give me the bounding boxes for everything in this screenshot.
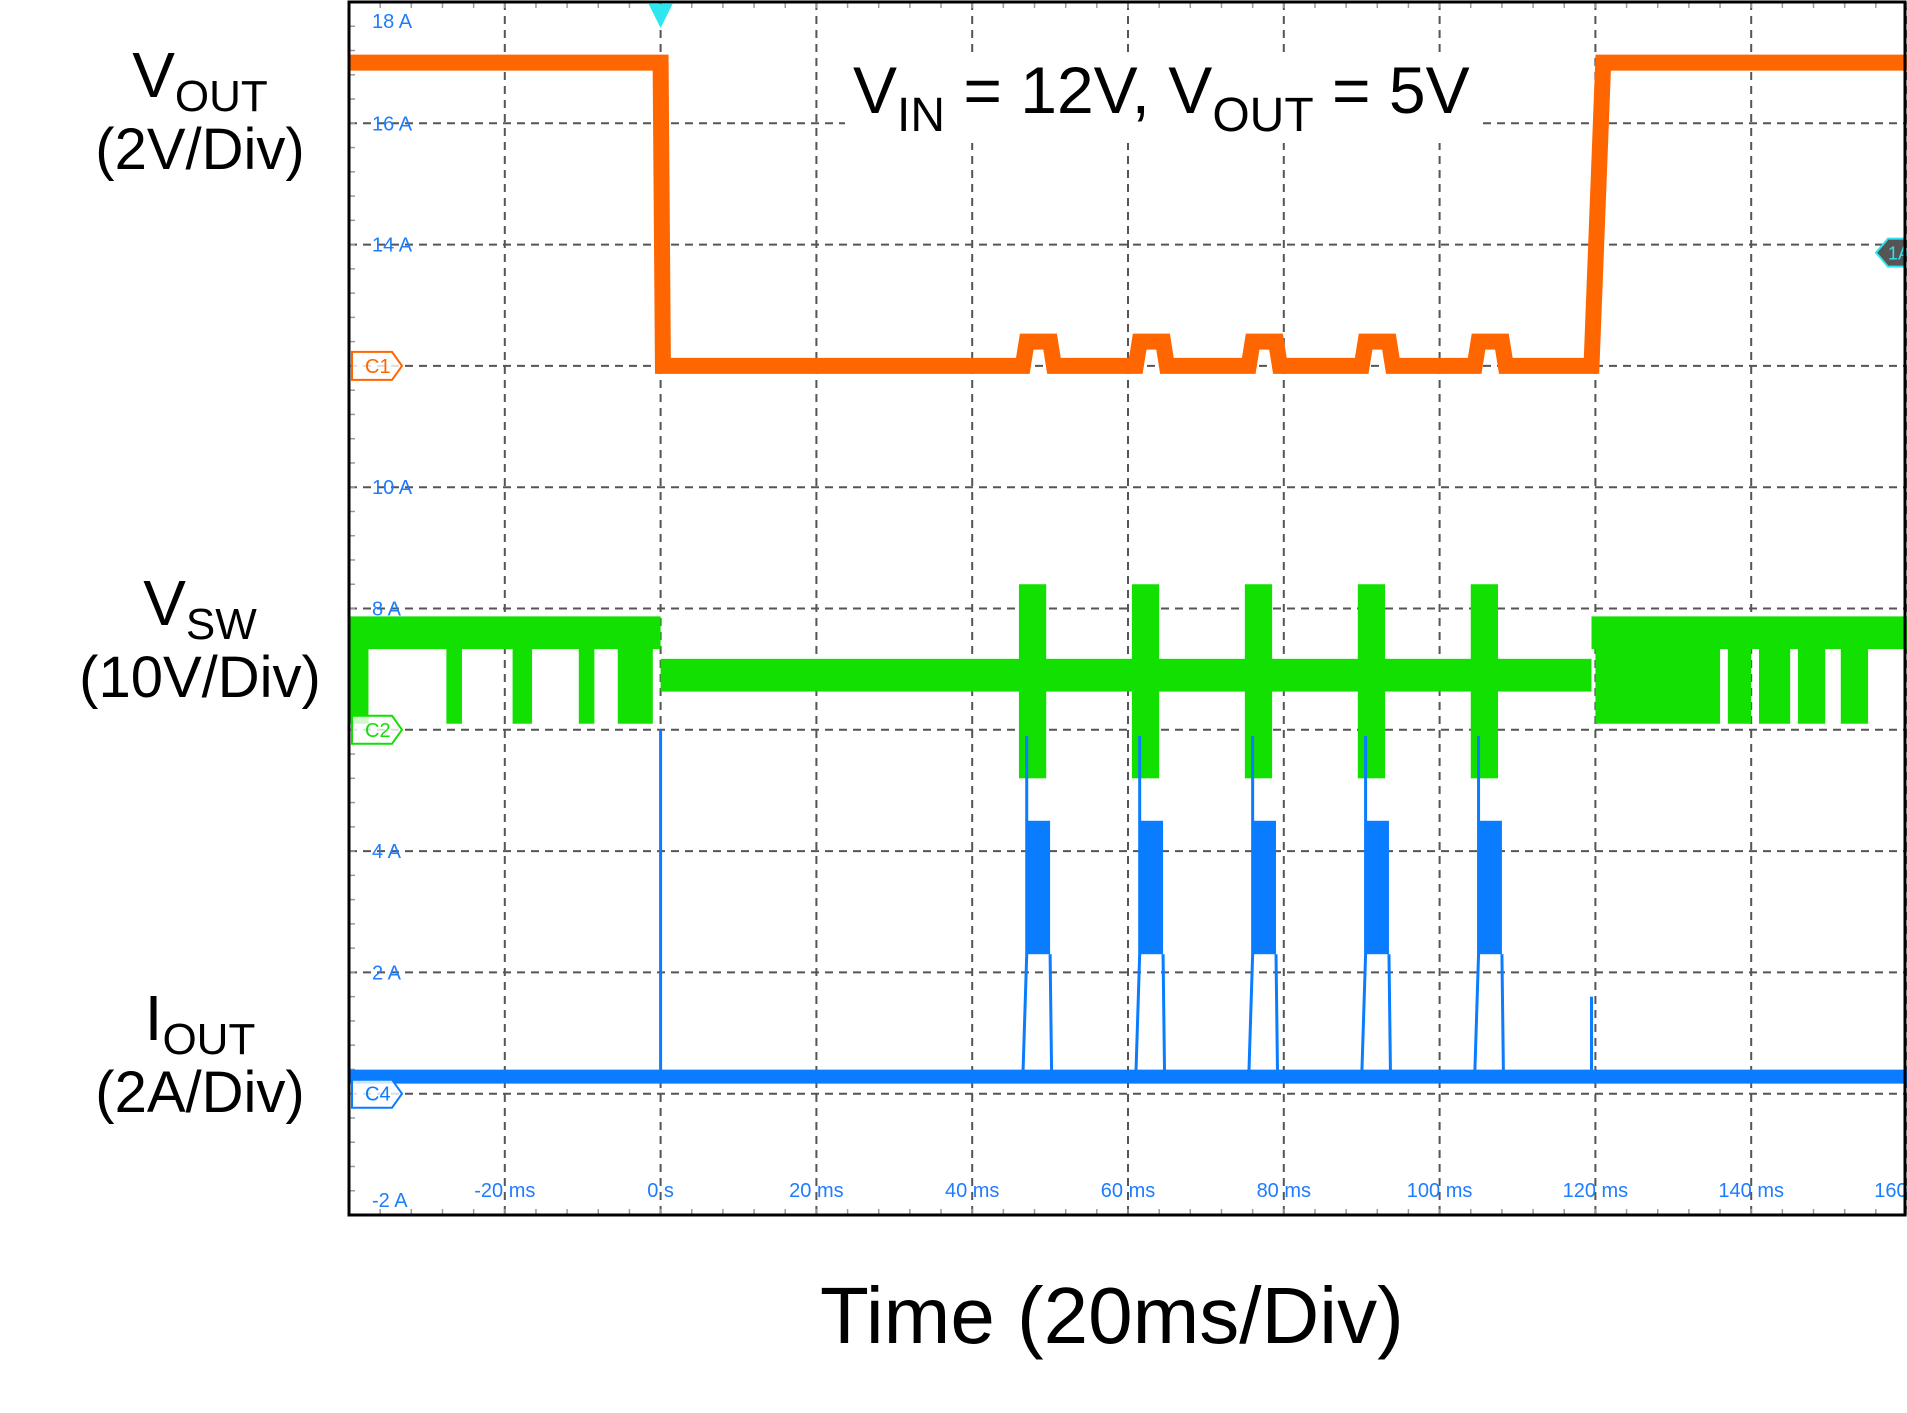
markers: C1 C2 C4 1A xyxy=(351,4,1907,1109)
vsw-burst xyxy=(1357,584,1386,779)
iout-rise xyxy=(1473,735,1481,1078)
y-tick-label: 10 A xyxy=(372,477,413,499)
y-tick-label: -2 A xyxy=(372,1190,408,1212)
vsw-burst xyxy=(512,638,533,724)
vsw-label-sub: SW xyxy=(185,600,257,649)
iout-rise xyxy=(1021,735,1029,1078)
x-tick-label: 140 ms xyxy=(1718,1180,1784,1202)
vsw-band xyxy=(349,616,661,650)
chart-title: VIN = 12V, VOUT = 5V xyxy=(845,52,1478,143)
title-v1-sub: IN xyxy=(897,89,946,142)
iout-burst xyxy=(1026,820,1051,955)
vsw-burst xyxy=(446,638,462,724)
c1-marker xyxy=(351,350,404,381)
vsw-burst xyxy=(1470,584,1499,779)
x-tick-label: 20 ms xyxy=(789,1180,843,1202)
c4-marker-label: C4 xyxy=(365,1084,391,1106)
x-tick-label: -20 ms xyxy=(474,1180,535,1202)
iout-fall xyxy=(1048,954,1054,1078)
vsw-burst xyxy=(1595,638,1611,724)
tick-labels: -20 ms 0 s 20 ms 40 ms 60 ms 80 ms 100 ms 120 m… xyxy=(372,11,1907,1212)
grid xyxy=(348,1,1907,1216)
title-end: = 5V xyxy=(1313,53,1470,127)
iout-rise xyxy=(1134,735,1142,1078)
vsw-burst xyxy=(1131,584,1160,779)
vsw-burst xyxy=(617,638,653,724)
iout-rise xyxy=(1360,735,1368,1078)
iout-rise xyxy=(1247,735,1255,1078)
vout-label-sub: OUT xyxy=(174,72,268,121)
y-tick-label: 8 A xyxy=(372,599,402,621)
vsw-burst xyxy=(1797,638,1826,724)
iout-fall xyxy=(1500,954,1505,1078)
iout-burst xyxy=(1365,820,1389,955)
vout-label-main: V xyxy=(132,39,175,111)
c1-marker-label: C1 xyxy=(365,356,391,378)
vsw-channel-label: VSW (10V/Div) xyxy=(30,567,370,711)
y-tick-label: 14 A xyxy=(372,235,413,257)
x-tick-label: 40 ms xyxy=(945,1180,999,1202)
x-tick-label: 0 s xyxy=(647,1180,674,1202)
y-tick-label: 16 A xyxy=(372,113,413,135)
x-tick-label: 120 ms xyxy=(1563,1180,1629,1202)
iout-burst xyxy=(1139,820,1164,955)
traces xyxy=(349,54,1907,1084)
c2-marker-label: C2 xyxy=(365,720,391,742)
vsw-burst xyxy=(1018,584,1047,779)
vsw-band xyxy=(660,658,1592,692)
vout-trace xyxy=(349,54,1907,374)
y-tick-label: 4 A xyxy=(372,841,402,863)
vsw-scale: (10V/Div) xyxy=(79,645,321,711)
iout-label-sub: OUT xyxy=(162,1015,256,1064)
x-axis-title: Time (20ms/Div) xyxy=(820,1271,1404,1360)
iout-fall xyxy=(1387,954,1393,1078)
vout-channel-label: VOUT (2V/Div) xyxy=(40,39,360,183)
vsw-burst xyxy=(1244,584,1273,779)
vsw-label-main: V xyxy=(143,567,186,639)
title-v2-sub: OUT xyxy=(1212,89,1314,142)
y-tick-label: 18 A xyxy=(372,11,413,33)
title-mid: = 12V, xyxy=(945,53,1169,127)
vout-scale: (2V/Div) xyxy=(95,117,305,183)
iout-burst xyxy=(1478,820,1502,955)
iout-fall xyxy=(1274,954,1280,1078)
x-tick-label: 100 ms xyxy=(1407,1180,1473,1202)
vsw-burst xyxy=(349,638,369,724)
c4-marker xyxy=(351,1078,404,1109)
x-tick-label: 60 ms xyxy=(1101,1180,1155,1202)
vsw-burst xyxy=(1758,638,1791,724)
iout-scale: (2A/Div) xyxy=(95,1060,305,1126)
trigger-level-label: 1A xyxy=(1888,244,1907,264)
x-tick-label: 80 ms xyxy=(1257,1180,1311,1202)
vsw-burst xyxy=(1840,638,1869,724)
iout-band xyxy=(349,1069,1907,1084)
c2-marker xyxy=(351,714,404,745)
iout-channel-label: IOUT (2A/Div) xyxy=(40,982,360,1126)
y-tick-label: 2 A xyxy=(372,962,402,984)
iout-fall xyxy=(1161,954,1167,1078)
iout-label-main: I xyxy=(144,982,163,1054)
title-v1: V xyxy=(853,53,898,127)
vsw-burst xyxy=(1727,638,1752,724)
iout-burst xyxy=(1252,820,1277,955)
title-v2: V xyxy=(1168,53,1213,127)
vsw-burst xyxy=(1610,638,1721,724)
vsw-burst xyxy=(578,638,595,724)
x-tick-label: 160 ms xyxy=(1874,1180,1907,1202)
plot-frame xyxy=(347,0,1907,1217)
trigger-time-marker xyxy=(648,4,673,28)
